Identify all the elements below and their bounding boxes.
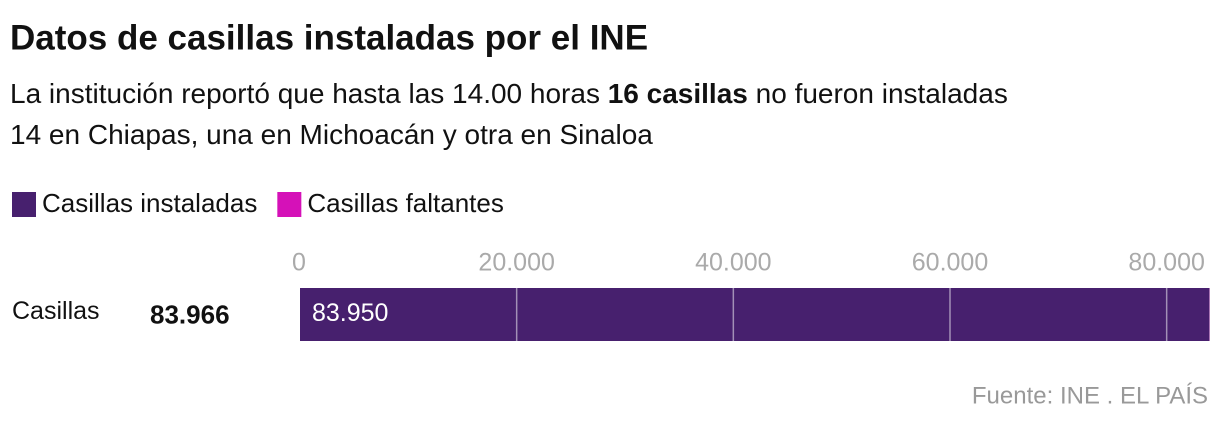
subtitle: 14 en Chiapas, una en Michoacán y otra e… <box>10 119 653 150</box>
chart-title: Datos de casillas instaladas por el INE <box>10 18 648 57</box>
subtitle-text: 14 en Chiapas, una en Michoacán y otra e… <box>10 119 653 150</box>
subtitle: La institución reportó que hasta las 14.… <box>10 78 1008 109</box>
x-tick-label: 0 <box>292 249 306 277</box>
value-label: 83.950 <box>312 299 388 327</box>
bar-segment <box>300 288 1210 341</box>
x-tick-label: 20.000 <box>478 249 554 277</box>
total-label: 83.966 <box>150 299 230 329</box>
subtitle-highlight: 16 casillas <box>608 78 748 109</box>
subtitle-text: La institución reportó que hasta las 14.… <box>10 78 608 109</box>
x-tick-label: 40.000 <box>695 249 771 277</box>
category-label: Casillas <box>12 297 100 325</box>
x-tick-label: 80.000 <box>1128 249 1204 277</box>
source: Fuente: INE . EL PAÍS <box>972 382 1208 409</box>
legend-swatch <box>12 192 36 217</box>
x-tick-label: 60.000 <box>912 249 988 277</box>
legend-swatch <box>277 192 302 217</box>
subtitle-text: no fueron instaladas <box>748 78 1008 109</box>
legend-label: Casillas instaladas <box>42 188 257 218</box>
legend-label: Casillas faltantes <box>307 188 504 218</box>
